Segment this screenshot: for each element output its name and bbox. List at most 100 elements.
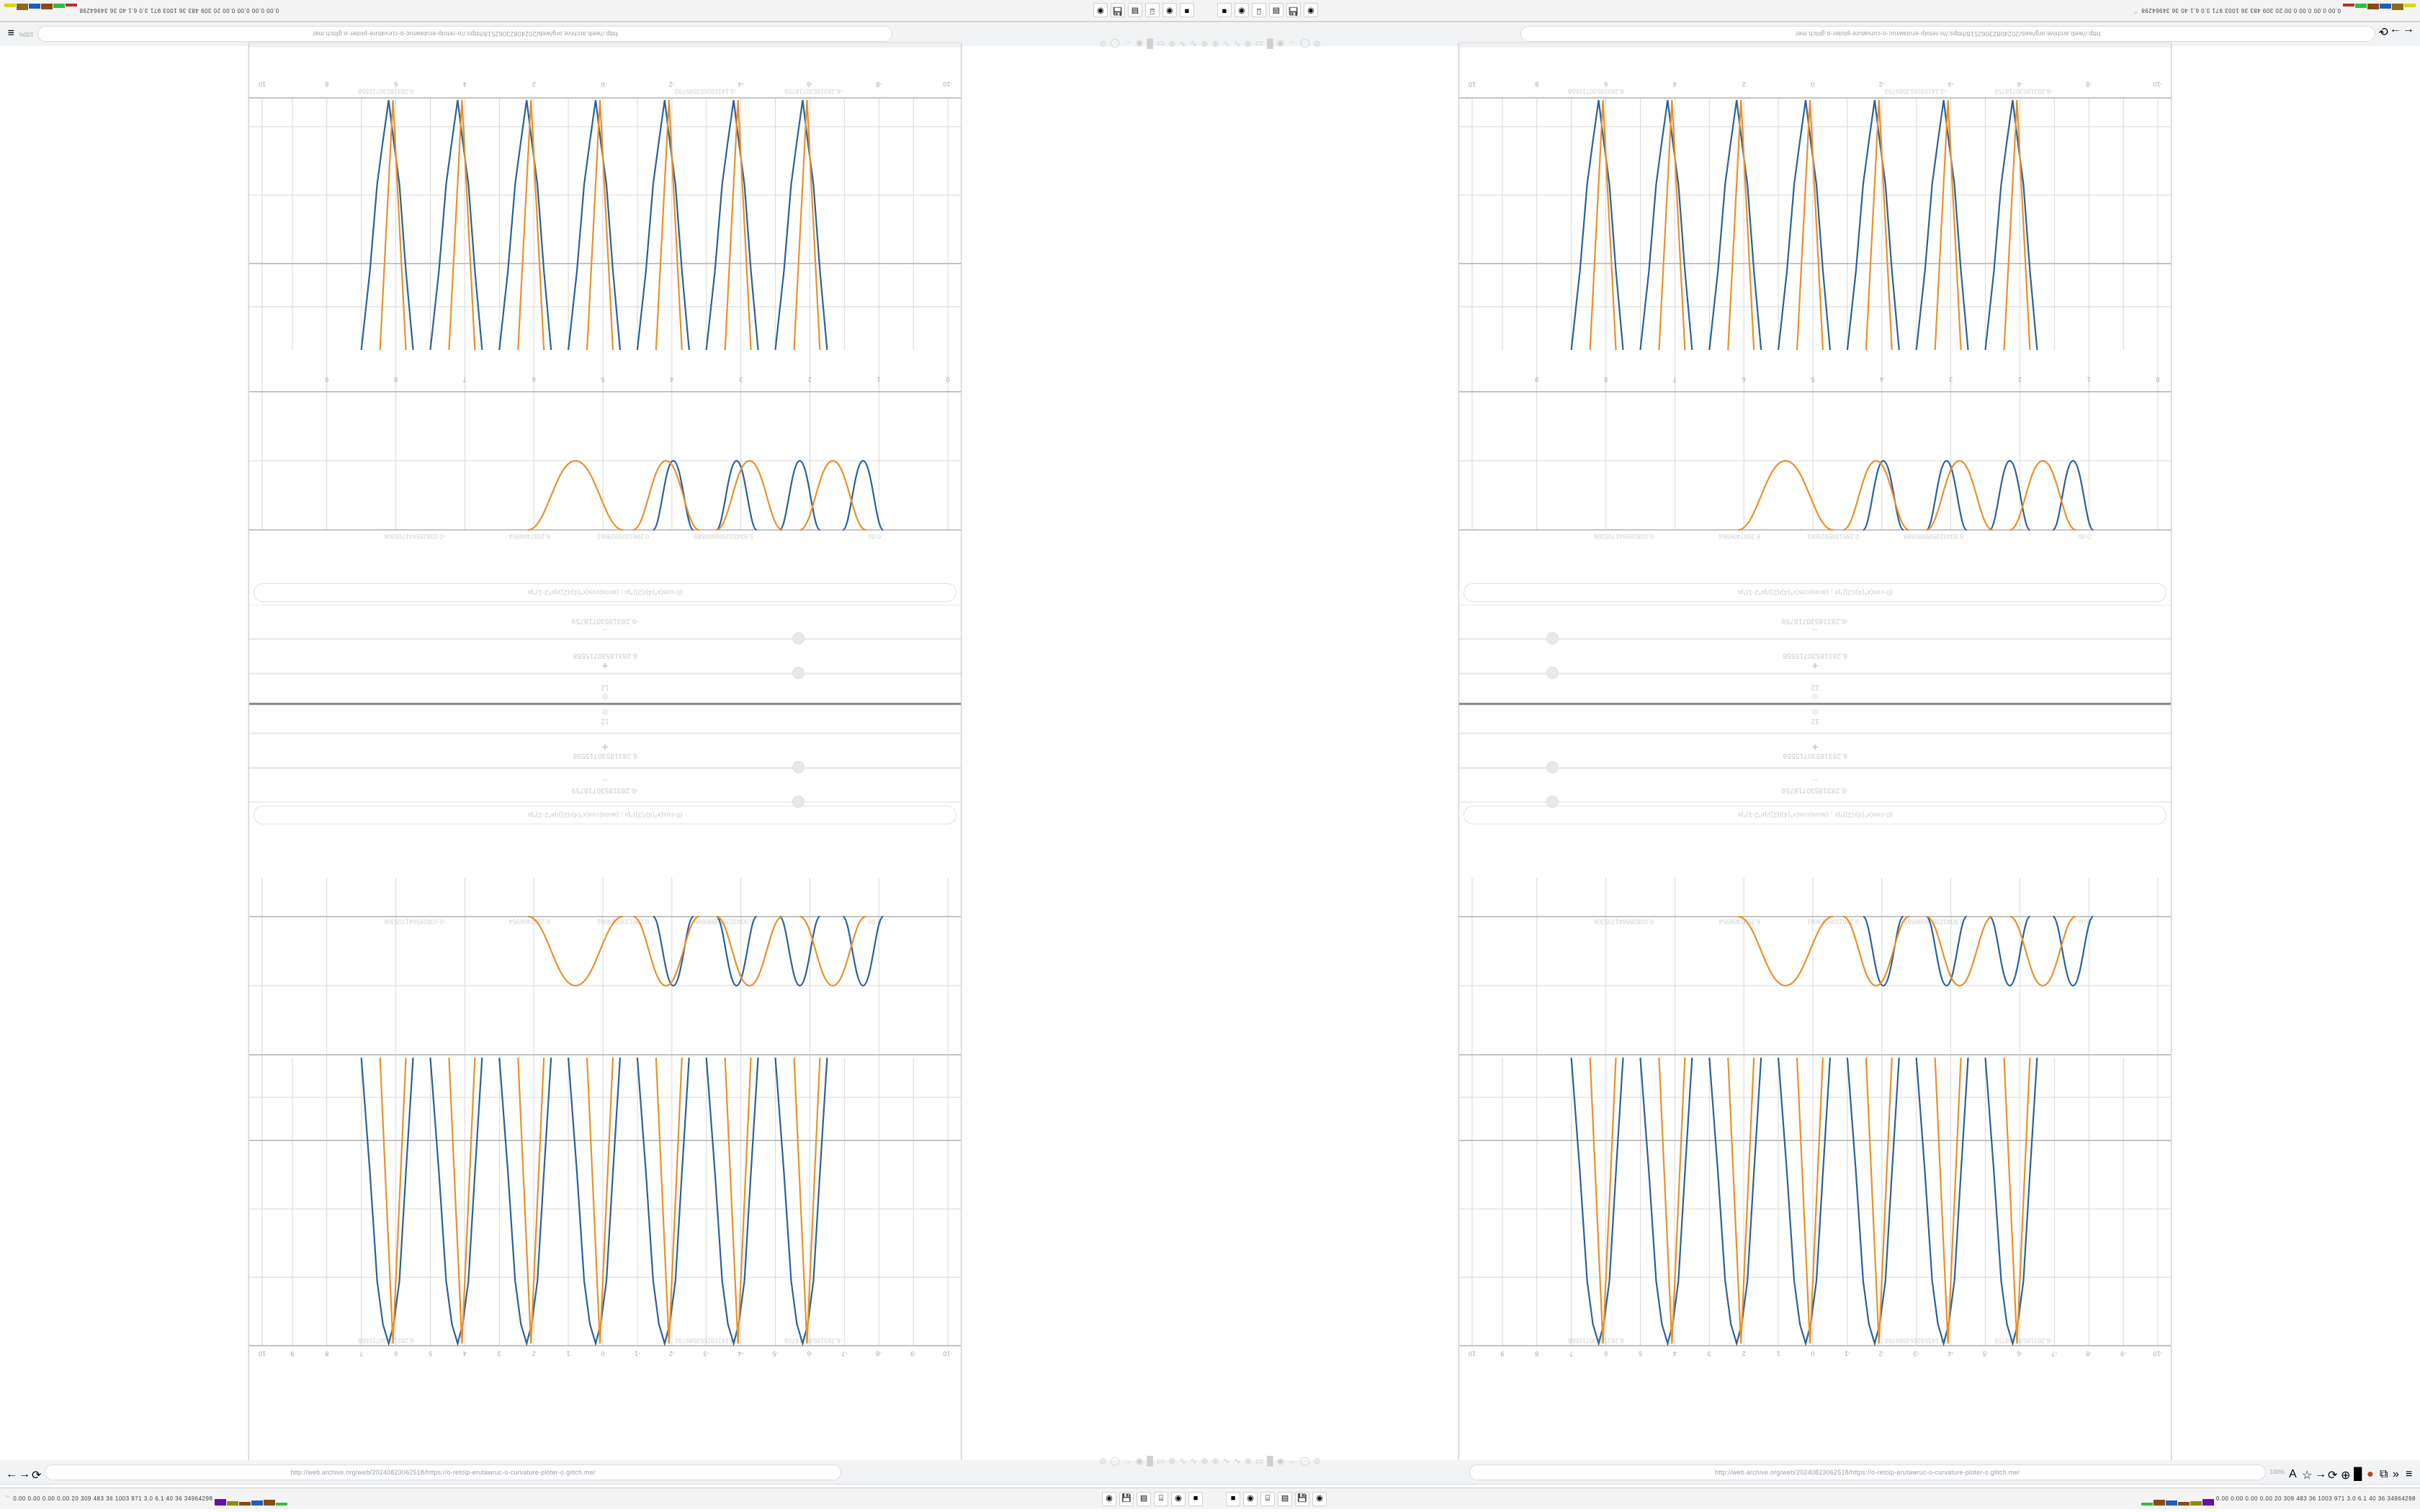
left-window[interactable]: -10 -9 -8 -7 -6 -5 -4 -3 -2 -1 0 1 2 3 4 5 6 7 8 9… [248,42,962,1469]
chrome-icon-7[interactable]: ◉ [1243,1491,1258,1506]
record-icon-4[interactable]: ◉ [1276,1456,1285,1466]
left-slider-samples[interactable]: 12 ◎ [249,705,961,734]
forward-icon-2[interactable]: → [19,1467,30,1480]
circle-plus-icon-5[interactable]: ⊕ [1168,1456,1176,1466]
translate-icon[interactable]: A [2289,1467,2297,1480]
left-chart-lower-mirror[interactable]: 0 1 2 3 4 5 6 7 8 9 0.00 5.934323599990589 0.… [249,350,961,580]
right-formula-top[interactable]: (0-cos(x*(4)/(2))*pi ; (acos(cos(x*(4)/(… [1464,806,2166,824]
floppy-disk-icon-4[interactable]: 💾 [1295,1491,1310,1506]
calculator-icon-2[interactable]: ⌸ [1144,3,1160,18]
bottom-browser-bar[interactable]: ← → ⟳ http://web.archive.org/web/2024082… [0,1460,2420,1485]
rect-icon-4[interactable]: ▭ [1255,1456,1264,1466]
chrome-icon-5[interactable]: ◉ [1102,1491,1117,1506]
document-icon-2[interactable]: ▤ [1127,3,1142,18]
menu-icon-2[interactable]: ≡ [2406,1467,2413,1480]
forward-icon[interactable]: → [2390,26,2401,39]
reload-circle-icon[interactable]: ⟳ [2328,1469,2338,1482]
chrome-icon-4[interactable]: ◉ [1093,3,1108,18]
arrow-right-icon-2[interactable]: → [1123,1456,1132,1466]
expand-chevron-icon[interactable]: ⌃ [2132,6,2139,14]
calculator-icon-4[interactable]: ⌸ [1260,1491,1276,1506]
right-slider-samples-mirror[interactable]: ◎ 12 [1459,674,2171,703]
left-formula-bottom[interactable]: (0-cos(x*(4)/(2))*pi ; (acos(cos(x*(4)/(… [254,583,956,602]
right-slider-x-min[interactable]: -6.28318530718759 ↔ [1459,768,2171,808]
drop-icon[interactable]: ◯ [1300,39,1310,49]
zoom-level-2[interactable]: 100% [2269,1469,2285,1475]
circle-plus-icon-2[interactable]: ⊕ [1211,39,1219,49]
slider-track[interactable] [1459,672,2171,674]
chrome-icon-8[interactable]: ◉ [1312,1491,1327,1506]
top-taskbar[interactable]: 0.00 0.00 0.00 0.00 20 309 483 36 1003 9… [0,0,2420,22]
curve-icon-4[interactable]: ∿ [1179,39,1187,49]
share-icon[interactable]: → [2315,1467,2326,1480]
taskbar-app-row-2[interactable]: ◉ 💾 ▤ ⌸ ◉ ■ ■ ◉ ⌸ ▤ 💾 ◉ [292,1491,2136,1506]
top-page-toolbar[interactable]: ⊘ ◯ → ◉ █ ▭ ⊕ ∿ ∿ ⊕ ⊕ ∿ ∿ ⊕ ▭ █ ◉ ← ◯ ⊘ [994,36,1426,52]
slider-track[interactable] [249,672,961,674]
address-bar-left-2[interactable]: http://web.archive.org/web/2024082306251… [45,1464,841,1480]
arrow-left-icon-2[interactable]: ← [1288,1456,1297,1466]
drop-icon-2[interactable]: ◯ [1110,39,1120,49]
chrome-icon-6[interactable]: ◉ [1171,1491,1186,1506]
curve-icon-2[interactable]: ∿ [1222,39,1230,49]
trash-icon[interactable]: █ [2354,1467,2362,1480]
expand-chevron-icon-2[interactable]: ⌃ [4,1495,12,1503]
arrow-right-icon[interactable]: → [1288,39,1297,49]
circle-plus-icon[interactable]: ⊕ [1244,39,1252,49]
no-entry-icon[interactable]: ⊘ [1313,39,1321,49]
curve-icon-5[interactable]: ∿ [1179,1456,1187,1466]
taskbar-app-row[interactable]: ◉ 💾 ▤ ⌸ ◉ ■ ■ ◉ ⌸ ▤ 💾 ◉ [283,3,2128,18]
right-chart-upper-mirror[interactable]: -10 -8 -6 -4 -2 0 2 4 6 8 10 -6.2831853071875… [1459,48,2171,350]
circle-plus-icon-8[interactable]: ⊕ [1244,1456,1252,1466]
back-icon-2[interactable]: ← [6,1467,17,1480]
document-icon-4[interactable]: ▤ [1278,1491,1293,1506]
arrow-left-icon[interactable]: ← [1123,39,1132,49]
chrome-icon-3[interactable]: ◉ [1162,3,1177,18]
slider-track[interactable] [249,801,961,803]
curve-icon-6[interactable]: ∿ [1190,1456,1198,1466]
rect-icon-2[interactable]: ▭ [1156,39,1165,49]
trash-icon[interactable]: █ [1267,39,1273,49]
trash-icon-4[interactable]: █ [1267,1456,1273,1466]
terminal-icon-3[interactable]: ■ [1188,1491,1204,1506]
slider-knob[interactable] [792,761,805,773]
right-chart-lower-mirror[interactable]: 0 1 2 3 4 5 6 7 8 9 0.00 5.934323599990589 0.… [1459,350,2171,580]
record-icon-3[interactable]: ◉ [1135,1456,1144,1466]
calculator-icon-3[interactable]: ⌸ [1154,1491,1169,1506]
slider-track[interactable] [1459,801,2171,803]
drop-icon-4[interactable]: ◯ [1300,1456,1310,1466]
bottom-page-toolbar[interactable]: ⊘ ◯ → ◉ █ ▭ ⊕ ∿ ∿ ⊕ ⊕ ∿ ∿ ⊕ ▭ █ ◉ ← ◯ ⊘ [994,1453,1426,1469]
floppy-disk-icon-2[interactable]: 💾 [1110,3,1125,18]
circle-plus-icon-7[interactable]: ⊕ [1211,1456,1219,1466]
record-icon[interactable]: ◉ [1276,39,1285,49]
curve-icon-8[interactable]: ∿ [1233,1456,1241,1466]
reload-icon[interactable]: ⟳ [2378,24,2388,37]
terminal-icon-2[interactable]: ■ [1179,3,1194,18]
right-chart-upper[interactable]: -10 -9 -8 -7 -6 -5 -4 -3 -2 -1 0 1 2 3 4 5 6 7 8 9… [1459,1058,2171,1461]
rect-icon-3[interactable]: ▭ [1156,1456,1165,1466]
terminal-icon-4[interactable]: ■ [1226,1491,1241,1506]
slider-track[interactable] [249,638,961,639]
curve-icon-7[interactable]: ∿ [1222,1456,1230,1466]
chrome-icon-2[interactable]: ◉ [1234,3,1249,18]
address-bar-left[interactable]: http://web.archive.org/web/2024082306251… [1520,26,2375,42]
floppy-disk-icon-3[interactable]: 💾 [1119,1491,1134,1506]
circle-plus-icon-3[interactable]: ⊕ [1201,39,1209,49]
right-chart-lower[interactable]: 0.00 5.934323599990589 0.2861335929061 6… [1459,827,2171,1058]
back-icon[interactable]: ← [2403,26,2414,39]
no-entry-icon-3[interactable]: ⊘ [1099,1456,1107,1466]
bottom-taskbar[interactable]: ⌃ 0.00 0.00 0.00 0.00 20 309 483 36 1003… [0,1488,2420,1509]
circle-plus-icon-4[interactable]: ⊕ [1168,39,1176,49]
slider-track[interactable] [249,767,961,768]
document-icon[interactable]: ▤ [1268,3,1283,18]
left-chart-lower[interactable]: 0.00 5.934323599990589 0.2861335929061 6… [249,827,961,1058]
floppy-disk-icon[interactable]: 💾 [1286,3,1301,18]
slider-track[interactable] [1459,767,2171,768]
document-icon-3[interactable]: ▤ [1137,1491,1152,1506]
trash-icon-3[interactable]: █ [1147,1456,1153,1466]
left-slider-x-min-mirror[interactable]: ↔ -6.28318530718759 [249,605,961,644]
extensions-icon[interactable]: ⧉ [2380,1467,2388,1480]
chrome-icon[interactable]: ◉ [1303,3,1318,18]
left-slider-samples-mirror[interactable]: ◎ 12 [249,674,961,703]
right-slider-x-max-mirror[interactable]: ✚ 6.28318530715558 [1459,639,2171,679]
slider-track[interactable] [1459,638,2171,639]
